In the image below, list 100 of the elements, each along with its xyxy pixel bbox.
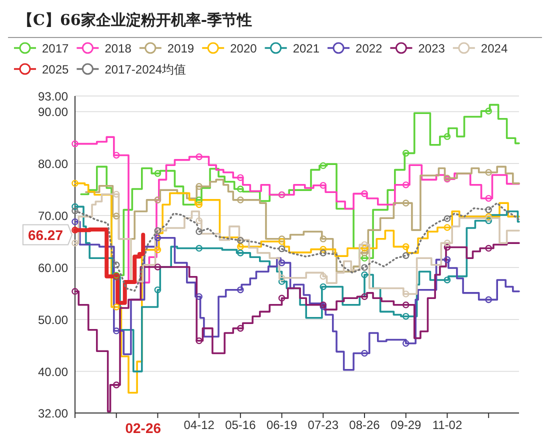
point — [361, 271, 368, 278]
point — [154, 264, 162, 270]
point — [444, 240, 451, 246]
point — [196, 228, 202, 236]
legend-label: 2020 — [230, 42, 258, 56]
legend-item: 2018 — [76, 42, 132, 56]
point — [444, 133, 451, 140]
point — [196, 337, 202, 344]
point — [444, 256, 451, 264]
text: 02-26 — [125, 420, 162, 436]
point — [237, 250, 244, 256]
legend-label: 2024 — [480, 42, 508, 56]
point — [154, 286, 162, 294]
point — [196, 293, 202, 300]
point — [485, 168, 492, 176]
legend-label: 2017 — [42, 42, 70, 56]
point — [320, 162, 327, 170]
point — [361, 350, 368, 357]
legend-item: 2023 — [390, 42, 445, 56]
point — [154, 234, 162, 242]
point — [402, 243, 410, 250]
legend-item: 2017 — [14, 42, 69, 56]
legend-label: 2023 — [418, 42, 446, 56]
point — [278, 274, 286, 282]
point — [402, 290, 410, 298]
point — [402, 252, 410, 259]
point — [320, 182, 327, 189]
point — [361, 190, 368, 198]
legend-label: 2017-2024均值 — [104, 62, 186, 76]
y-tick-label: 90.00 — [38, 105, 68, 120]
point — [402, 200, 410, 206]
point — [72, 240, 78, 246]
point — [485, 206, 492, 214]
point — [112, 261, 120, 268]
y-pointer-label: 66.27 — [22, 224, 73, 246]
x-tick-label: 08-26 — [349, 418, 380, 432]
point — [320, 246, 327, 253]
point — [361, 250, 368, 256]
point — [237, 286, 244, 294]
point — [237, 174, 244, 181]
point — [237, 196, 244, 204]
y-tick-label: 70.00 — [38, 209, 68, 224]
point — [196, 183, 202, 190]
point — [320, 272, 327, 280]
point — [361, 241, 368, 248]
chart-title: 【C】66家企业淀粉开机率-季节性 — [18, 11, 252, 29]
point — [112, 304, 120, 310]
point — [112, 382, 120, 388]
point — [278, 259, 286, 266]
point — [485, 217, 492, 224]
legend-item: 2017-2024均值 — [76, 62, 186, 76]
point — [72, 203, 78, 210]
point — [196, 153, 202, 160]
point — [361, 264, 368, 271]
legend-item: 2021 — [264, 42, 320, 56]
point — [112, 152, 120, 159]
point — [196, 217, 202, 224]
point — [112, 212, 120, 220]
point — [112, 190, 120, 198]
point — [72, 226, 78, 234]
point — [444, 276, 451, 284]
point — [237, 243, 244, 250]
legend-item: 2025 — [14, 62, 69, 76]
point — [485, 244, 492, 252]
legend-item: 2020 — [202, 42, 257, 56]
point — [402, 150, 410, 157]
point — [485, 296, 492, 304]
legend-label: 2019 — [167, 42, 194, 56]
point — [402, 181, 410, 188]
legend-label: 2025 — [42, 62, 70, 76]
point — [154, 246, 162, 254]
point — [444, 244, 451, 251]
legend-item: 2022 — [328, 42, 382, 56]
x-tick-label: 07-23 — [308, 418, 339, 432]
point — [72, 140, 78, 148]
point — [485, 194, 492, 202]
point — [112, 327, 120, 334]
point — [154, 170, 162, 177]
point — [402, 302, 410, 308]
y-tick-label: 80.00 — [38, 157, 68, 172]
point — [72, 218, 78, 226]
x-tick-label: 11-02 — [432, 418, 462, 432]
y-tick-label: 40.00 — [38, 364, 68, 379]
point — [237, 186, 244, 192]
point — [72, 180, 78, 187]
x-tick-label: 09-29 — [390, 418, 422, 432]
y-tick-label: 93.00 — [38, 90, 68, 104]
y-tick-label: 50.00 — [38, 312, 68, 327]
point — [72, 207, 78, 214]
point — [361, 244, 368, 252]
title: 【C】66家企业淀粉开机率-季节性 — [8, 11, 542, 38]
x-tick-label: 05-16 — [225, 418, 256, 432]
x-tick-label: 04-12 — [184, 418, 215, 432]
point — [402, 312, 410, 320]
y-tick-label: 32.00 — [38, 406, 68, 420]
point — [278, 278, 286, 285]
point — [485, 108, 492, 114]
point — [320, 250, 327, 256]
point — [320, 283, 327, 290]
point — [320, 236, 327, 242]
